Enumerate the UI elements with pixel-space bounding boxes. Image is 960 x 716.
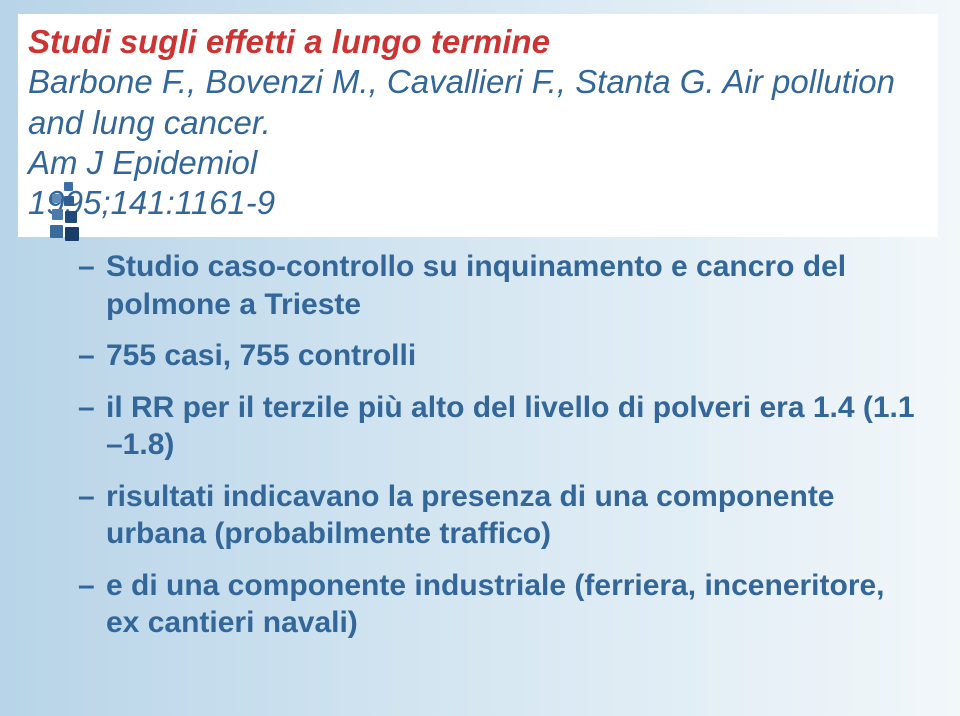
decor-square xyxy=(65,227,79,241)
bullet-list: –Studio caso-controllo su inquinamento e… xyxy=(78,248,918,656)
decor-square xyxy=(64,182,73,191)
bullet-item: –Studio caso-controllo su inquinamento e… xyxy=(78,248,918,323)
title-line-citation: 1995;141:1161-9 xyxy=(28,183,928,223)
bullet-dash-icon: – xyxy=(78,248,95,286)
title-line-journal: Am J Epidemiol xyxy=(28,143,928,183)
bullet-item: –il RR per il terzile più alto del livel… xyxy=(78,389,918,464)
bullet-text: e di una componente industriale (ferrier… xyxy=(106,569,885,640)
slide: Studi sugli effetti a lungo termine Barb… xyxy=(0,0,960,716)
bullet-text: Studio caso-controllo su inquinamento e … xyxy=(106,250,846,321)
decor-square xyxy=(65,211,77,223)
title-box: Studi sugli effetti a lungo termine Barb… xyxy=(18,14,938,237)
title-line-authors: Barbone F., Bovenzi M., Cavallieri F., S… xyxy=(28,62,928,143)
bullet-text: il RR per il terzile più alto del livell… xyxy=(106,391,915,462)
decor-square xyxy=(50,225,63,238)
decor-square xyxy=(52,209,63,220)
bullet-dash-icon: – xyxy=(78,478,95,516)
bullet-text: 755 casi, 755 controlli xyxy=(106,339,416,372)
bullet-text: risultati indicavano la presenza di una … xyxy=(106,480,835,551)
bullet-item: –e di una componente industriale (ferrie… xyxy=(78,567,918,642)
decor-square xyxy=(52,194,61,203)
title-line-main: Studi sugli effetti a lungo termine xyxy=(28,22,928,62)
bullet-item: –755 casi, 755 controlli xyxy=(78,337,918,375)
bullet-dash-icon: – xyxy=(78,337,95,375)
decor-square xyxy=(64,196,74,206)
bullet-item: –risultati indicavano la presenza di una… xyxy=(78,478,918,553)
bullet-dash-icon: – xyxy=(78,567,95,605)
bullet-dash-icon: – xyxy=(78,389,95,427)
